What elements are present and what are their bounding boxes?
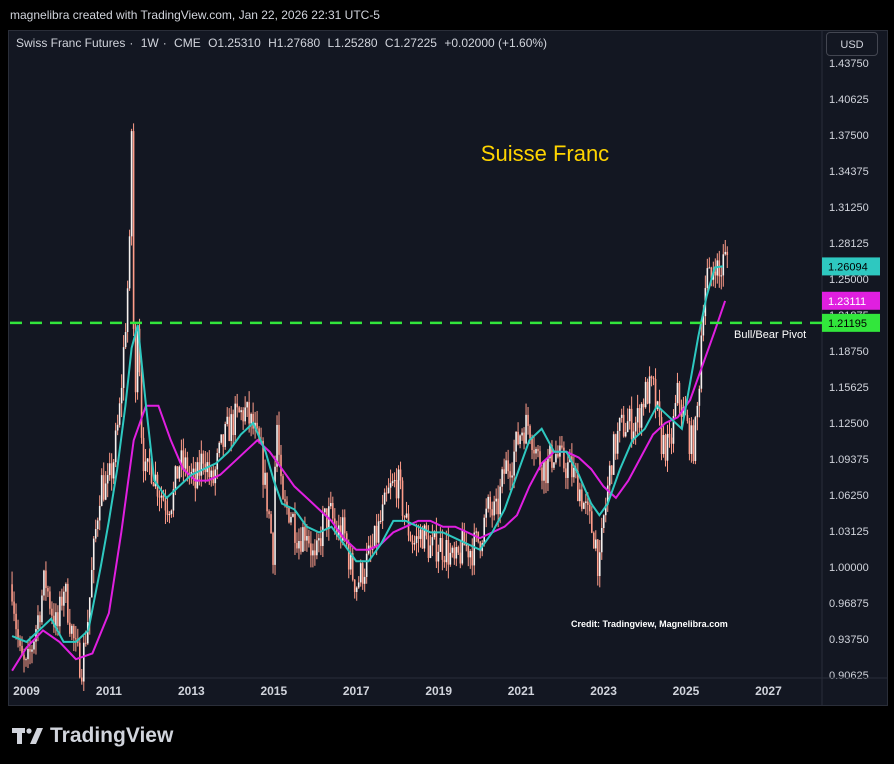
legend-close: C1.27225 [384, 36, 437, 50]
legend-low: L1.25280 [327, 36, 378, 50]
legend-interval[interactable]: 1W [140, 36, 159, 50]
tradingview-footer: TradingView [12, 724, 173, 748]
tradingview-logo-icon [12, 728, 43, 744]
legend-high: H1.27680 [268, 36, 321, 50]
chart-pane[interactable] [8, 30, 888, 706]
currency-button[interactable]: USD [826, 32, 878, 56]
top-bar: magnelibra created with TradingView.com,… [0, 0, 894, 30]
legend-sep: · [162, 36, 167, 50]
legend-change: +0.02000 (+1.60%) [444, 36, 548, 50]
publish-credit: magnelibra created with TradingView.com,… [10, 8, 380, 22]
legend-exchange: CME [174, 36, 201, 50]
symbol-legend: Swiss Franc Futures · 1W · CME O1.25310 H1… [16, 36, 551, 50]
legend-sep: · [129, 36, 134, 50]
legend-symbol[interactable]: Swiss Franc Futures [16, 36, 126, 50]
legend-open: O1.25310 [208, 36, 261, 50]
footer-brand: TradingView [50, 724, 174, 747]
